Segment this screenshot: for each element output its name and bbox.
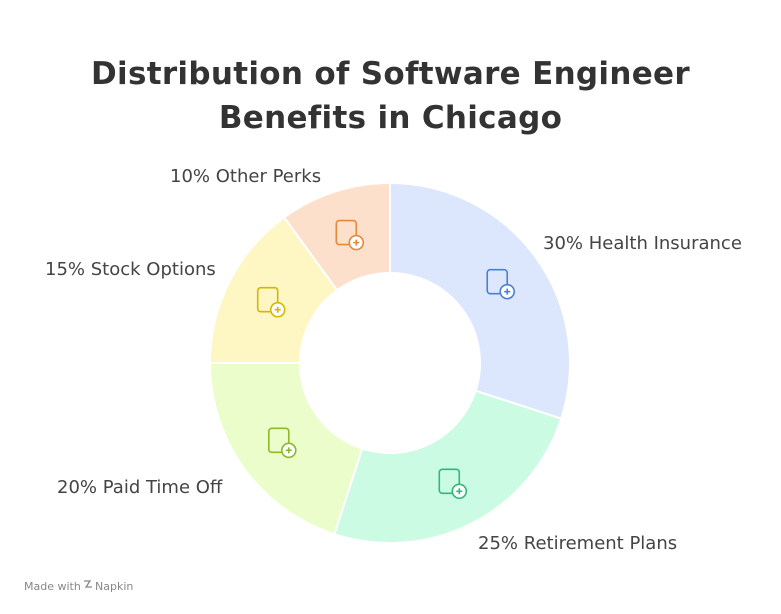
segment-icon: [438, 468, 468, 500]
icon-shape: [274, 306, 281, 313]
data-label: 15% Stock Options: [45, 259, 216, 280]
icon-shape: [353, 239, 360, 246]
icon-shape: [504, 288, 511, 295]
icon-shape: [456, 488, 463, 495]
donut-segment: [208, 215, 339, 364]
data-label: 25% Retirement Plans: [478, 533, 677, 554]
footer-text: Made with: [24, 580, 81, 593]
footer-brand: Napkin: [95, 580, 133, 593]
donut-segment: [333, 389, 563, 544]
icon-shape: [438, 468, 461, 495]
category-label: Stock Options: [91, 259, 216, 280]
icon-shape: [256, 286, 279, 313]
data-label: 20% Paid Time Off: [57, 477, 223, 498]
icon-shape: [267, 427, 290, 454]
value-label: 15%: [45, 259, 85, 280]
chart-title: Distribution of Software Engineer Benefi…: [91, 56, 690, 136]
brand-logo: [84, 580, 92, 588]
donut-segment: [389, 181, 571, 420]
value-label: 20%: [57, 477, 97, 498]
category-label: Health Insurance: [589, 233, 742, 254]
data-label: 10% Other Perks: [170, 166, 321, 187]
icon-shape: [335, 219, 358, 246]
segment-icon: [486, 268, 516, 300]
value-label: 30%: [543, 233, 583, 254]
category-label: Paid Time Off: [103, 477, 223, 498]
donut-segment: [282, 181, 391, 292]
category-label: Retirement Plans: [524, 533, 677, 554]
icon-shape: [486, 268, 509, 295]
segment-icon: [267, 427, 297, 459]
icon-shape: [285, 447, 292, 454]
segment-icon: [256, 286, 286, 318]
value-label: 25%: [478, 533, 518, 554]
category-label: Other Perks: [216, 166, 321, 187]
segment-icon: [335, 219, 365, 251]
value-label: 10%: [170, 166, 210, 187]
data-label: 30% Health Insurance: [543, 233, 742, 254]
